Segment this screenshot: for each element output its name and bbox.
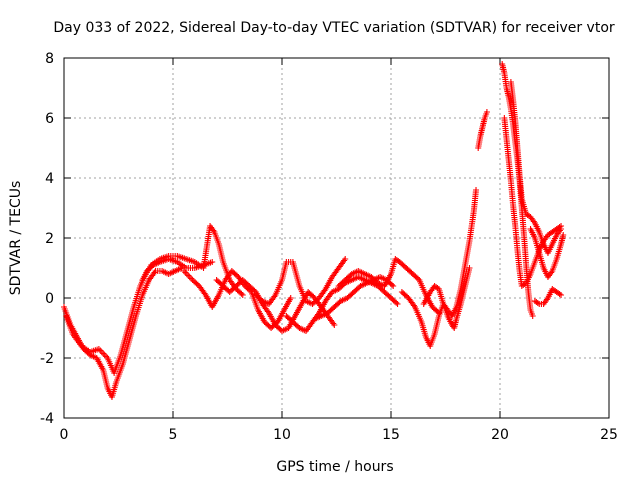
- x-tick-label: 10: [273, 427, 291, 443]
- data-point-marker: [186, 274, 193, 280]
- y-tick-label: -2: [40, 351, 54, 367]
- data-point-marker: [388, 281, 395, 288]
- data-point-marker: [182, 269, 189, 276]
- sat-track-1: [61, 265, 185, 400]
- y-tick-label: 2: [45, 231, 54, 247]
- sat-track-13: [499, 61, 536, 319]
- grid-lines: [64, 58, 609, 418]
- sat-track-15: [507, 79, 565, 256]
- data-point-marker: [101, 352, 108, 358]
- x-tick-label: 25: [600, 427, 618, 443]
- data-point-marker: [415, 275, 422, 282]
- x-tick-label: 20: [491, 427, 509, 443]
- data-point-marker: [390, 283, 397, 289]
- sat-track-14: [501, 115, 565, 289]
- data-point-marker: [188, 275, 195, 282]
- data-point-marker: [393, 299, 400, 306]
- sat-track-3: [139, 223, 246, 298]
- x-tick-label: 5: [169, 427, 178, 443]
- data-point-marker: [239, 292, 246, 298]
- y-tick-label: 4: [45, 171, 54, 187]
- data-point-marker: [331, 322, 338, 328]
- data-point-marker: [483, 109, 490, 115]
- sat-track-17: [527, 226, 567, 280]
- data-point-marker: [185, 272, 192, 279]
- y-tick-label: 0: [45, 291, 54, 307]
- sat-track-7: [283, 274, 401, 334]
- y-axis-label: SDTVAR / TECUs: [8, 181, 24, 296]
- data-point-marker: [209, 259, 216, 265]
- data-point-marker: [97, 347, 104, 354]
- y-tick-label: 6: [45, 111, 54, 127]
- data-point-marker: [466, 265, 473, 271]
- x-tick-label: 0: [60, 427, 69, 443]
- x-tick-label: 15: [382, 427, 400, 443]
- data-point-marker: [238, 290, 245, 297]
- data-point-marker: [394, 301, 401, 307]
- axis-ticks: 0 5 10 15 20 25 -4 -2 0 2 4 6 8: [40, 51, 618, 443]
- data-point-marker: [342, 256, 349, 262]
- data-point-marker: [473, 187, 480, 193]
- data-point-marker: [183, 271, 190, 277]
- data-point-marker: [529, 313, 536, 319]
- data-point-marker: [287, 295, 294, 301]
- sat-track-6: [252, 256, 349, 307]
- data-point-marker: [558, 226, 565, 232]
- sat-track-9: [335, 256, 442, 316]
- data-point-marker: [100, 350, 107, 357]
- sat-track-4: [180, 268, 294, 331]
- sat-track-10: [398, 187, 480, 349]
- chart-title: Day 033 of 2022, Sidereal Day-to-day VTE…: [53, 20, 615, 36]
- data-markers: [61, 61, 567, 400]
- x-axis-label: GPS time / hours: [276, 459, 393, 475]
- sat-track-12: [475, 109, 490, 151]
- y-tick-label: -4: [40, 411, 54, 427]
- y-tick-label: 8: [45, 51, 54, 67]
- sat-track-11: [420, 265, 473, 331]
- data-point-marker: [560, 232, 567, 238]
- sat-track-16: [531, 286, 565, 307]
- data-point-marker: [558, 292, 565, 298]
